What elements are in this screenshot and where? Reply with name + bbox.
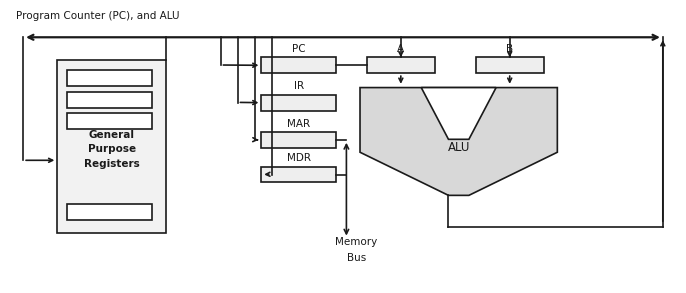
Text: Bus: Bus <box>347 253 366 263</box>
Bar <box>67 70 152 86</box>
Text: MAR: MAR <box>287 118 310 129</box>
Text: General: General <box>88 130 134 140</box>
Text: Memory: Memory <box>335 237 378 247</box>
Polygon shape <box>360 88 557 195</box>
Text: A: A <box>397 44 405 54</box>
Text: MDR: MDR <box>287 153 311 163</box>
Text: ALU: ALU <box>447 141 470 154</box>
Bar <box>67 92 152 108</box>
Text: IR: IR <box>294 81 304 91</box>
Text: Program Counter (PC), and ALU: Program Counter (PC), and ALU <box>16 11 180 21</box>
Bar <box>367 57 435 73</box>
Bar <box>261 167 336 183</box>
Text: B: B <box>506 44 513 54</box>
Text: Purpose: Purpose <box>88 144 136 154</box>
Bar <box>57 60 166 233</box>
Bar <box>67 204 152 220</box>
Text: Registers: Registers <box>84 159 139 169</box>
Bar <box>67 113 152 129</box>
Bar <box>261 57 336 73</box>
Bar <box>261 132 336 148</box>
Polygon shape <box>421 88 496 139</box>
Bar <box>261 95 336 110</box>
Bar <box>475 57 544 73</box>
Text: PC: PC <box>292 44 305 54</box>
